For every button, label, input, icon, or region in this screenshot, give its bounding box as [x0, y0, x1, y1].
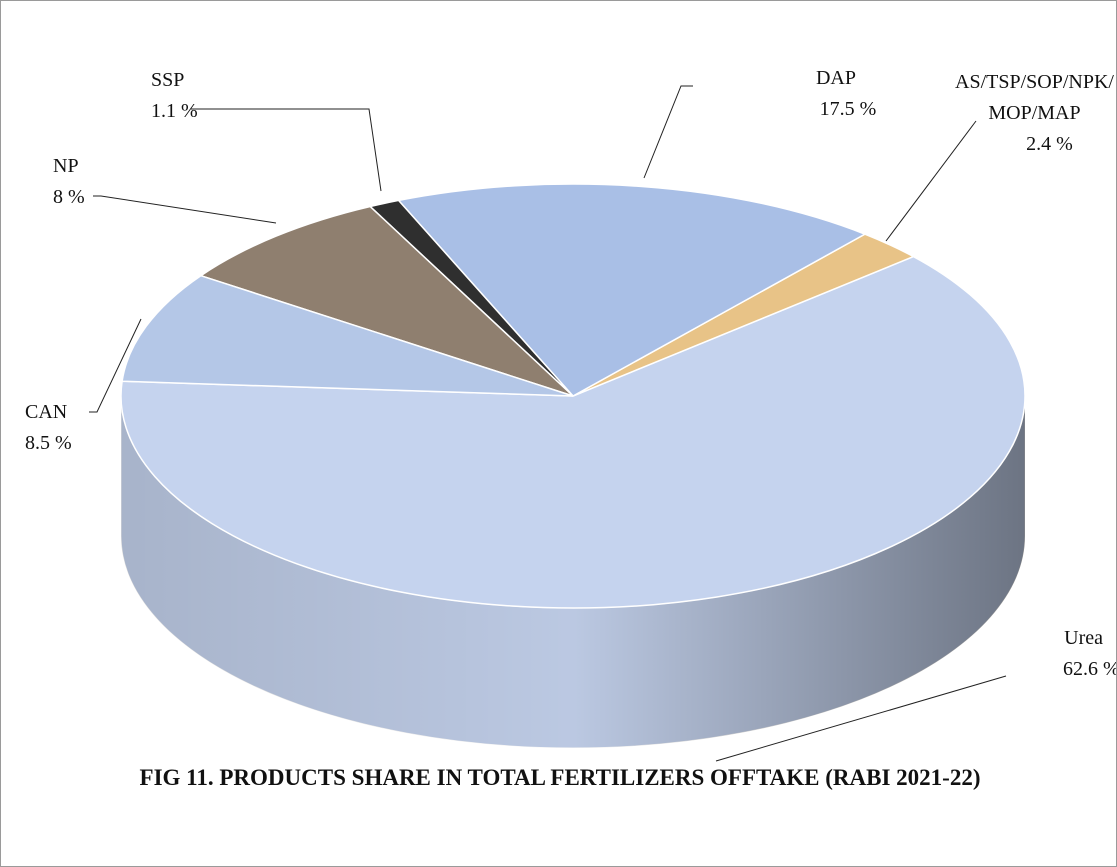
- slice: [397, 183, 867, 397]
- label-name: CAN: [25, 401, 68, 423]
- leader-line: [715, 675, 1007, 762]
- data-label: CAN 8.5 %: [25, 397, 95, 459]
- label-value: 1.1 %: [151, 100, 198, 122]
- data-label: DAP 17.5 %: [791, 63, 881, 125]
- leader-line: [885, 120, 977, 242]
- leader-line: [93, 195, 277, 224]
- slice: [121, 274, 574, 397]
- slice-side-shade: [121, 396, 1025, 748]
- label-name: DAP: [815, 67, 856, 89]
- leader-line: [191, 108, 382, 192]
- data-label: SSP 1.1 %: [151, 65, 221, 127]
- label-name: AS/TSP/SOP/NPK/MOP/MAP: [955, 71, 1114, 124]
- chart-title: FIG 11. PRODUCTS SHARE IN TOTAL FERTILIZ…: [139, 765, 981, 790]
- label-value: 62.6 %: [1063, 658, 1117, 680]
- label-name: Urea: [1064, 627, 1103, 649]
- label-value: 17.5 %: [819, 98, 877, 120]
- data-label: NP 8 %: [53, 151, 113, 213]
- data-label: Urea 62.6 %: [1023, 623, 1117, 685]
- label-name: SSP: [151, 69, 185, 91]
- data-label: AS/TSP/SOP/NPK/MOP/MAP 2.4 %: [947, 67, 1116, 160]
- label-value: 2.4 %: [1026, 133, 1073, 155]
- label-value: 8.5 %: [25, 432, 72, 454]
- leader-line: [89, 318, 142, 413]
- leader-line: [643, 85, 693, 179]
- slice: [199, 205, 574, 397]
- slice: [120, 255, 1026, 609]
- label-name: NP: [53, 155, 79, 177]
- label-value: 8 %: [53, 186, 85, 208]
